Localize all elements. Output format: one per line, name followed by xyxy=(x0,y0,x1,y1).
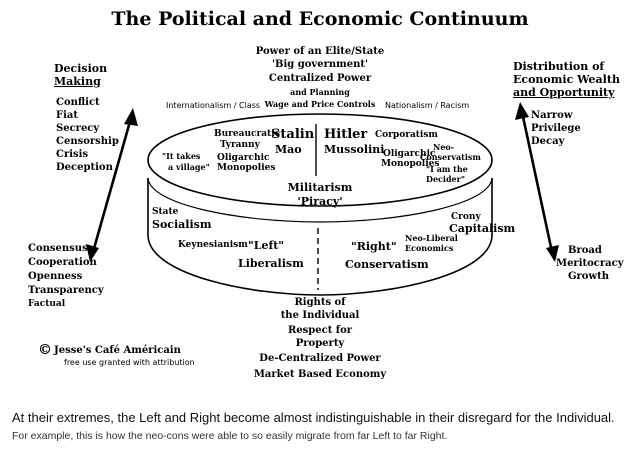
left-item-conflict: Conflict xyxy=(56,97,100,108)
label-left: "Left" xyxy=(248,239,285,252)
label-crony: Crony xyxy=(451,212,481,222)
lower-left-transparency: Transparency xyxy=(28,285,104,296)
quote-takes-village-1: "It takes xyxy=(162,151,201,161)
right-item-decay: Decay xyxy=(531,136,565,147)
label-militarism: Militarism xyxy=(287,181,353,194)
left-item-fiat: Fiat xyxy=(56,110,78,121)
left-item-deception: Deception xyxy=(56,162,113,173)
bottom-the-individual: the Individual xyxy=(280,310,360,321)
cylinder-inner-rim xyxy=(147,177,493,223)
label-capitalism: Capitalism xyxy=(449,222,516,235)
bottom-market-economy: Market Based Economy xyxy=(253,369,387,380)
label-state: State xyxy=(152,207,179,217)
lower-left-openness: Openness xyxy=(28,271,83,282)
label-piracy: 'Piracy' xyxy=(297,195,343,208)
right-arrow-head-bottom xyxy=(546,245,559,262)
label-liberalism: Liberalism xyxy=(238,257,304,270)
label-socialism: Socialism xyxy=(152,218,212,231)
label-right: "Right" xyxy=(351,240,397,253)
bottom-property: Property xyxy=(295,338,345,349)
caption-main: At their extremes, the Left and Right be… xyxy=(12,410,615,425)
lower-right-growth: Growth xyxy=(568,271,609,282)
top-power-elite: Power of an Elite/State xyxy=(255,46,385,57)
label-mao: Mao xyxy=(275,143,302,156)
caption-sub: For example, this is how the neo-cons we… xyxy=(12,430,448,442)
distribution-heading-1: Distribution of xyxy=(513,60,605,73)
label-tyranny: Tyranny xyxy=(220,140,260,150)
label-oligarchic-right: Oligarchic xyxy=(383,149,436,159)
left-arrow-head-bottom xyxy=(86,244,99,262)
top-centralized-power: Centralized Power xyxy=(268,73,372,84)
label-bureaucratic: Bureaucratic xyxy=(214,129,281,139)
lower-right-meritocracy: Meritocracy xyxy=(556,258,624,269)
top-wage-price-controls: Wage and Price Controls xyxy=(264,99,376,109)
right-item-narrow: Narrow xyxy=(531,110,573,121)
diagram-title: The Political and Economic Continuum xyxy=(111,8,529,30)
right-item-privilege: Privilege xyxy=(531,123,581,134)
quote-takes-village-2: a village" xyxy=(168,162,210,172)
right-arrow-line xyxy=(520,111,554,253)
label-neo: Neo- xyxy=(433,142,455,152)
cylinder-bottom-edge xyxy=(147,235,493,296)
lower-left-consensus: Consensus xyxy=(28,243,88,254)
top-planning: and Planning xyxy=(290,87,350,97)
right-arrow-head-top xyxy=(515,102,529,120)
label-monopolies-right: Monopolies xyxy=(381,159,440,169)
left-arrow-head-top xyxy=(124,108,138,126)
distribution-heading-3: and Opportunity xyxy=(513,86,615,99)
left-item-censorship: Censorship xyxy=(56,136,119,147)
left-arrow-line xyxy=(91,117,133,253)
credit-name: Jesse's Café Américain xyxy=(54,345,181,356)
label-conservatism: Conservatism xyxy=(345,258,429,271)
label-corporatism: Corporatism xyxy=(375,130,438,140)
bottom-rights-of: Rights of xyxy=(294,297,346,308)
label-monopolies-left: Monopolies xyxy=(217,163,276,173)
nationalism-racism-note: Nationalism / Racism xyxy=(385,101,470,110)
label-hitler: Hitler xyxy=(324,127,368,142)
label-mussolini: Mussolini xyxy=(324,143,385,156)
copyright-icon: © xyxy=(38,342,52,358)
lower-right-broad: Broad xyxy=(568,245,602,256)
left-item-crisis: Crisis xyxy=(56,149,89,160)
distribution-heading-2: Economic Wealth xyxy=(513,73,620,86)
label-economics: Economics xyxy=(405,243,454,253)
left-item-secrecy: Secrecy xyxy=(56,123,100,134)
label-oligarchic-left: Oligarchic xyxy=(217,153,270,163)
top-big-government: 'Big government' xyxy=(271,59,369,70)
label-keynesianism: Keynesianism xyxy=(178,240,248,250)
bottom-decentralized-power: De-Centralized Power xyxy=(259,353,381,364)
quote-decider-2: Decider" xyxy=(426,174,466,184)
lower-left-cooperation: Cooperation xyxy=(28,257,97,268)
cylinder-top-ellipse xyxy=(147,113,493,207)
lower-left-factual: Factual xyxy=(28,299,66,309)
decision-making-heading-1: Decision xyxy=(54,62,108,75)
decision-making-heading-2: Making xyxy=(54,75,101,88)
quote-decider-1: "I am the xyxy=(426,164,468,174)
label-neo-conservatism: Conservatism xyxy=(420,152,481,162)
internationalism-class-note: Internationalism / Class xyxy=(166,101,261,110)
bottom-respect-for: Respect for xyxy=(287,325,353,336)
label-neo-liberal: Neo-Liberal xyxy=(405,233,458,243)
credit-note: free use granted with attribution xyxy=(64,358,195,367)
label-stalin: Stalin xyxy=(271,127,315,142)
